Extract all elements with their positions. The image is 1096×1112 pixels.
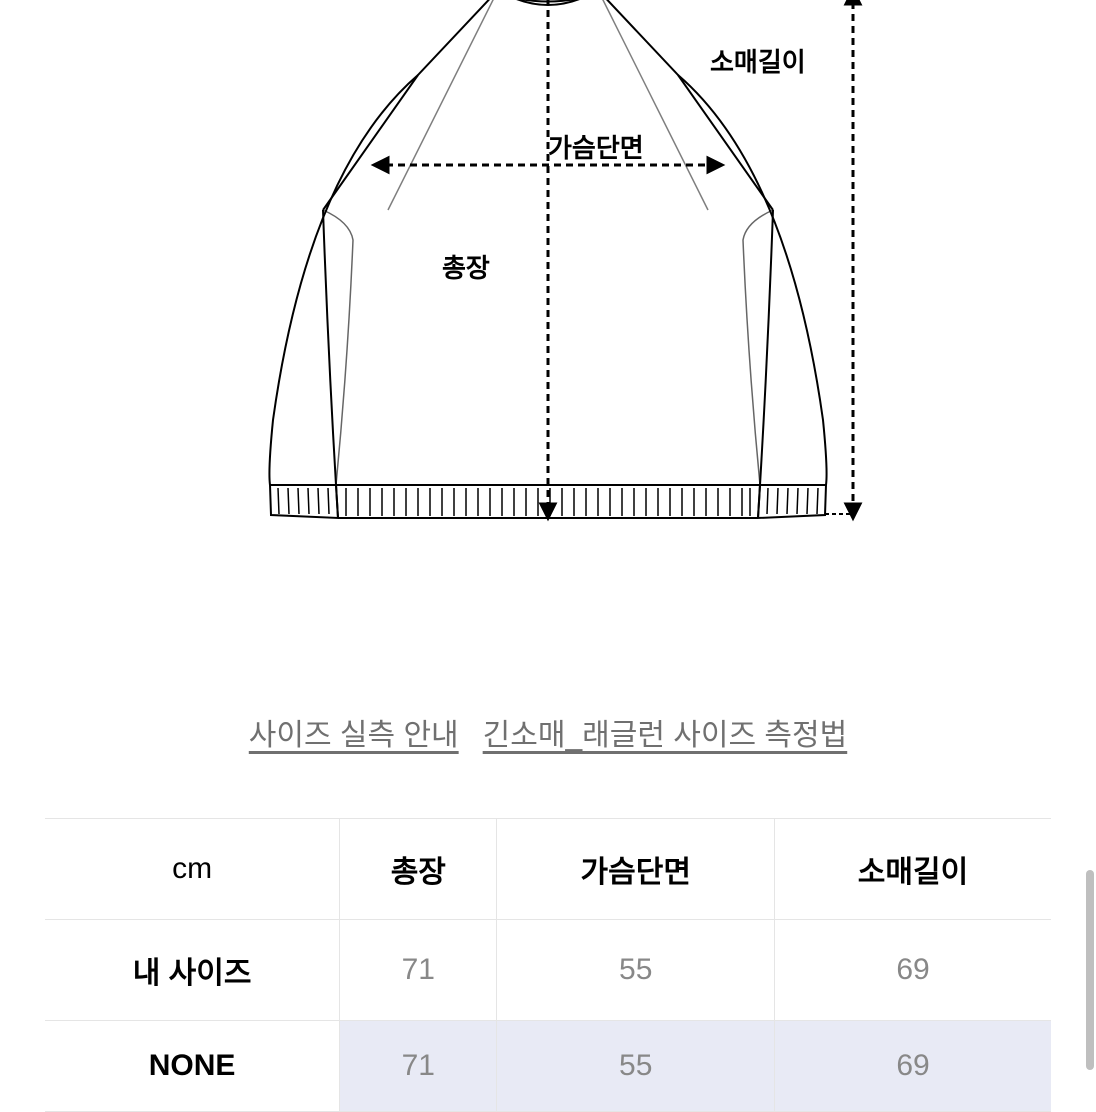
size-table: cm 총장 가슴단면 소매길이 내 사이즈 71 55 69 NONE 71 5… — [45, 818, 1051, 1112]
label-chest-width: 가슴단면 — [548, 128, 644, 165]
size-cell: 71 — [340, 1021, 497, 1112]
garment-outline-svg — [228, 0, 868, 550]
size-table-header-row: cm 총장 가슴단면 소매길이 — [45, 819, 1051, 920]
size-cell: 71 — [340, 920, 497, 1021]
size-cell: 55 — [497, 1021, 775, 1112]
size-table-col-header: 소매길이 — [775, 819, 1052, 920]
label-sleeve-length: 소매길이 — [710, 42, 806, 79]
size-row-label: NONE — [45, 1021, 340, 1112]
size-table-row: NONE 71 55 69 — [45, 1021, 1051, 1112]
size-table-col-header: 총장 — [340, 819, 497, 920]
measurement-method-link[interactable]: 긴소매_래글런 사이즈 측정법 — [483, 710, 848, 754]
size-cell: 69 — [775, 1021, 1052, 1112]
size-row-label: 내 사이즈 — [45, 920, 340, 1021]
scrollbar-thumb[interactable] — [1086, 870, 1094, 1070]
label-total-length: 총장 — [442, 248, 490, 285]
size-table-row: 내 사이즈 71 55 69 — [45, 920, 1051, 1021]
garment-diagram: 소매길이 가슴단면 총장 — [0, 0, 1096, 580]
size-cell: 55 — [497, 920, 775, 1021]
size-table-unit-header: cm — [45, 819, 340, 920]
size-links-row: 사이즈 실측 안내 긴소매_래글런 사이즈 측정법 — [0, 710, 1096, 754]
size-cell: 69 — [775, 920, 1052, 1021]
size-table-col-header: 가슴단면 — [497, 819, 775, 920]
size-guide-link[interactable]: 사이즈 실측 안내 — [249, 710, 459, 754]
